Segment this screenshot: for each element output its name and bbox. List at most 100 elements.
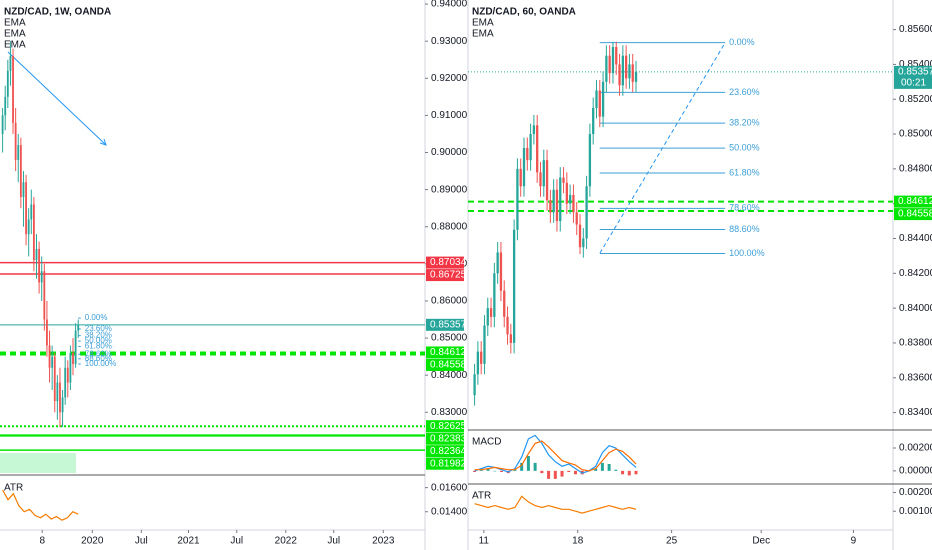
candle-body (598, 90, 601, 117)
y-tick-label: 0.84000 (899, 303, 932, 314)
price-tag-label: 0.85357 (898, 67, 932, 78)
indicator-label: EMA (472, 29, 494, 40)
candle-body (582, 238, 585, 248)
y-tick-label: 0.85000 (431, 333, 468, 344)
price-tag-label: 0.82364 (430, 446, 467, 457)
x-tick-label: 25 (666, 536, 678, 547)
candle-body (526, 147, 529, 161)
zone-box (0, 453, 76, 473)
candle-body (25, 182, 27, 235)
x-tick-label: 2023 (372, 536, 395, 547)
candle-body (601, 81, 605, 117)
candle-body (529, 134, 532, 161)
macd-histogram-bar (533, 462, 537, 471)
macd-line (474, 434, 637, 474)
indicator-label: EMA (4, 40, 26, 51)
fib-label: 38.20% (729, 118, 760, 128)
y-tick-label: 0.00100 (899, 506, 932, 517)
candle-body (48, 345, 51, 368)
price-tag (894, 195, 932, 208)
y-tick-label: 0.00000 (899, 465, 932, 476)
candle-body (66, 367, 69, 383)
y-tick-label: 0.84800 (899, 164, 932, 175)
fib-label: 38.20% (85, 331, 112, 340)
macd-histogram-bar (621, 470, 625, 475)
candle-body (61, 397, 64, 413)
y-tick-label: 0.00200 (899, 487, 932, 498)
candle-body (568, 194, 572, 204)
y-tick-label: 0.92000 (431, 73, 468, 84)
candle-body (552, 189, 555, 213)
x-tick-label: Dec (752, 536, 770, 547)
candle-body (562, 177, 565, 183)
y-tick-label: 0.94000 (431, 0, 468, 10)
candle-body (624, 55, 628, 79)
candle-body (30, 204, 33, 220)
macd-histogram-bar (540, 470, 544, 474)
candle-body (17, 145, 20, 160)
x-tick-label: 9 (851, 536, 857, 547)
x-tick-label: 11 (479, 536, 490, 547)
candle-body (1, 115, 4, 134)
price-tag-label: 0.85357 (430, 319, 467, 330)
candle-body (592, 107, 595, 135)
candle-body (74, 330, 77, 365)
candle-body (628, 64, 631, 79)
candle-body (35, 249, 38, 261)
x-tick-label: Jul (135, 536, 148, 547)
price-tag-label: 0.86725 (430, 270, 467, 281)
indicator-label: EMA (472, 18, 494, 29)
price-tag (426, 420, 464, 433)
candle-body (542, 160, 545, 187)
candle-body (572, 194, 575, 213)
candle-body (509, 334, 512, 343)
macd-histogram-bar (607, 464, 611, 471)
candle-body (489, 308, 493, 317)
fib-label: 88.60% (729, 224, 760, 234)
fib-label: 50.00% (85, 336, 112, 345)
y-tick-label: 0.83000 (431, 407, 468, 418)
y-tick-label: 0.89000 (431, 184, 468, 195)
indicator-label: EMA (4, 18, 26, 29)
y-tick-label: 0.01400 (431, 506, 468, 517)
fib-label: 61.80% (85, 342, 112, 351)
candle-body (486, 308, 489, 326)
candle-body (9, 56, 12, 71)
candle-body (12, 56, 14, 123)
price-tag (894, 65, 932, 89)
candle-body (6, 70, 9, 97)
y-tick-label: 0.00200 (899, 443, 932, 454)
candle-body (605, 55, 608, 82)
candle-body (27, 219, 30, 235)
candle-body (499, 252, 503, 291)
candle-body (64, 367, 67, 398)
y-tick-label: 0.85600 (899, 24, 932, 35)
fib-label: 78.60% (85, 349, 112, 358)
y-tick-label: 0.83600 (899, 372, 932, 383)
candle-body (473, 374, 476, 396)
candle-body (588, 134, 592, 187)
macd-histogram-bar (600, 462, 604, 471)
signal-line (474, 440, 637, 472)
price-tag (426, 358, 464, 371)
x-tick-label: 2022 (275, 536, 298, 547)
fib-label: 23.60% (85, 324, 112, 333)
macd-histogram-bar (614, 469, 618, 471)
candle-body (519, 168, 522, 187)
chart-title: NZD/CAD, 1W, OANDA (4, 7, 111, 18)
candle-body (555, 189, 559, 222)
indicator-label: EMA (4, 29, 26, 40)
atr-line (474, 495, 637, 514)
y-tick-label: 0.83400 (899, 407, 932, 418)
y-tick-label: 0.86000 (431, 296, 468, 307)
candle-body (575, 212, 578, 225)
price-tag-label: 0.84612 (898, 196, 932, 207)
y-tick-label: 0.91000 (431, 110, 468, 121)
macd-histogram-bar (560, 470, 564, 477)
macd-histogram-bar (594, 468, 598, 471)
fib-label: 0.00% (85, 313, 108, 322)
y-tick-label: 0.83800 (899, 338, 932, 349)
